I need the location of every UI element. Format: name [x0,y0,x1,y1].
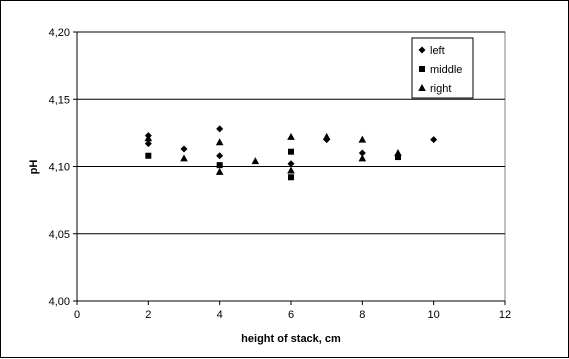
point-right [215,138,224,146]
y-tick-label: 4,15 [49,94,70,106]
point-middle [395,154,401,161]
axes [73,31,506,305]
x-tick-labels: 0 2 4 6 8 10 12 [74,309,511,321]
point-left [216,152,224,160]
x-axis-title: height of stack, cm [241,333,341,345]
y-tick-labels: 4,00 4,05 4,10 4,15 4,20 [49,27,70,308]
point-right [358,135,367,143]
point-middle [288,174,294,181]
point-right [215,167,224,175]
point-right [180,154,188,162]
point-right [322,132,331,140]
x-tick-label: 6 [288,309,294,321]
legend-label-left: left [430,45,445,57]
x-tick-label: 2 [145,309,151,321]
legend-marker-middle [419,66,425,72]
x-tick-label: 12 [499,309,511,321]
x-tick-label: 0 [74,309,80,321]
legend-label-right: right [430,83,451,95]
point-right [287,166,295,174]
data-points [144,125,438,181]
point-left [430,136,438,144]
legend-marker-left [418,46,426,54]
point-left [180,145,188,153]
x-tick-label: 8 [359,309,365,321]
legend: left middle right [411,37,474,99]
point-right [144,134,153,142]
point-left [144,140,152,148]
point-right [251,157,260,165]
point-left [287,160,295,168]
point-middle [288,148,294,155]
legend-marker-right [418,84,426,91]
y-tick-label: 4,20 [49,27,70,39]
point-left [216,125,224,133]
point-right [358,154,367,162]
point-right [287,132,295,140]
y-axis-title: pH [28,160,40,175]
point-right [394,149,402,157]
point-middle [145,152,152,159]
point-left [358,149,366,157]
y-tick-label: 4,10 [49,162,70,174]
point-middle [216,162,223,169]
y-tick-label: 4,05 [49,229,70,241]
legend-label-middle: middle [430,64,462,76]
x-tick-label: 10 [428,309,440,321]
y-tick-label: 4,00 [49,296,70,308]
x-tick-label: 4 [217,309,223,321]
